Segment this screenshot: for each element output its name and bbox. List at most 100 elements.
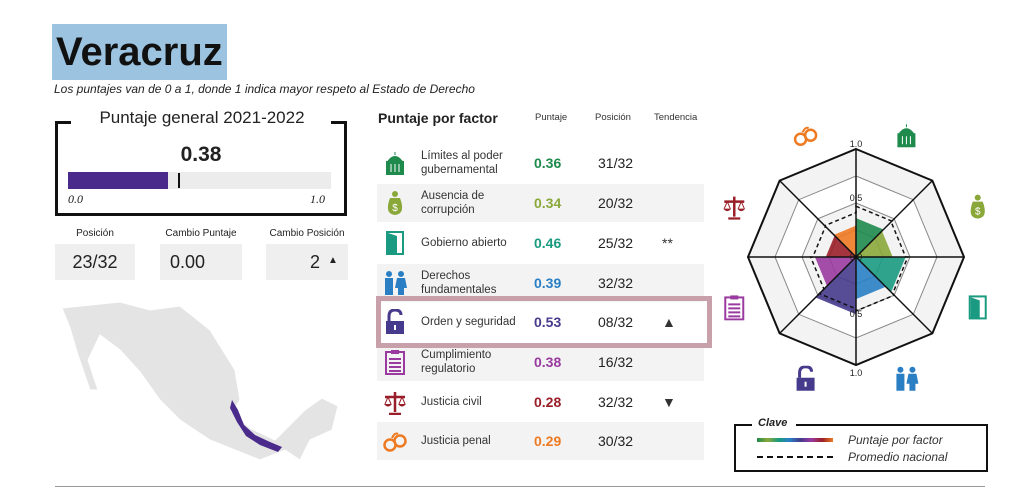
people-icon — [383, 270, 407, 296]
position-change-value: 2 — [266, 244, 348, 280]
factor-score: 0.36 — [534, 155, 562, 171]
tick-label-1: 1.0 — [850, 368, 863, 378]
factor-score: 0.34 — [534, 195, 562, 211]
radar-wedge — [856, 231, 893, 257]
factor-row: Gobierno abierto 0.46 25/32 ** — [377, 224, 704, 262]
radar-wedge — [825, 235, 856, 257]
state-title: Veracruz — [52, 24, 227, 80]
veracruz-shape — [230, 400, 282, 452]
scales-icon — [383, 389, 407, 416]
legend-factor: Puntaje por factor — [848, 433, 943, 447]
col-trend: Tendencia — [654, 112, 698, 123]
radar-chart: 0.0 0.5 0.5 1.0 1.0 $ — [723, 124, 987, 391]
factor-position: 31/32 — [598, 155, 634, 171]
factor-name: Límites al poder gubernamental — [421, 150, 503, 176]
divider — [55, 486, 985, 487]
capitol-icon — [383, 150, 407, 176]
handcuffs-icon — [383, 428, 407, 454]
highlight-box — [376, 296, 712, 348]
position-value: 23/32 — [55, 244, 135, 280]
max-label: 1.0 — [310, 192, 325, 206]
legend-box — [734, 424, 988, 472]
factor-trend: ** — [662, 235, 673, 251]
legend-title: Clave — [754, 417, 792, 429]
factor-score: 0.38 — [534, 354, 562, 370]
mexico-map — [61, 301, 339, 461]
legend-swatch-national — [757, 456, 833, 458]
clipboard-icon — [724, 295, 745, 321]
factor-score: 0.46 — [534, 235, 562, 251]
door-icon — [383, 230, 407, 256]
subtitle: Los puntajes van de 0 a 1, donde 1 indic… — [54, 82, 475, 96]
factor-position: 08/32 — [598, 314, 634, 330]
factor-score: 0.53 — [534, 314, 562, 330]
factor-row: Orden y seguridad 0.53 08/32 ▲ — [377, 303, 704, 341]
clipboard-icon — [383, 349, 407, 375]
factor-name: Justicia penal — [421, 435, 491, 447]
box-border — [55, 121, 71, 124]
svg-text:$: $ — [392, 203, 398, 214]
col-score: Puntaje — [535, 112, 568, 123]
people-icon — [896, 366, 919, 391]
door-icon — [968, 295, 987, 320]
factor-position: 25/32 — [598, 235, 634, 251]
factor-score: 0.39 — [534, 275, 562, 291]
factor-name: Ausencia de corrupción — [421, 190, 485, 216]
position-change-label: Cambio Posición — [269, 228, 345, 239]
radar-axis — [855, 180, 933, 258]
scales-icon — [723, 196, 746, 220]
general-score-title: Puntaje general 2021-2022 — [80, 108, 324, 128]
national-average-line — [809, 205, 909, 313]
tick-label-05: 0.5 — [850, 309, 863, 319]
factor-row: $ Ausencia de corrupción 0.34 20/32 — [377, 184, 704, 222]
factor-row: Cumplimiento regulatorio 0.38 16/32 — [377, 343, 704, 381]
radar-axis — [779, 256, 857, 334]
up-arrow-icon: ▲ — [328, 255, 338, 266]
legend-swatch-factor — [757, 438, 833, 442]
handcuffs-icon — [793, 126, 818, 147]
min-label: 0.0 — [68, 192, 83, 206]
factor-name: Justicia civil — [421, 396, 482, 408]
radar-axis — [779, 180, 857, 258]
radar-wedge — [856, 218, 884, 257]
factor-name: Gobierno abierto — [421, 237, 507, 249]
factor-position: 20/32 — [598, 195, 634, 211]
factor-position: 16/32 — [598, 354, 634, 370]
factor-name: Derechos fundamentales — [421, 270, 497, 296]
position-label: Posición — [76, 228, 114, 239]
col-position: Posición — [595, 112, 631, 123]
mexico-shape — [61, 301, 339, 461]
factor-row: Justicia civil 0.28 32/32 ▼ — [377, 383, 704, 421]
radar-wedge — [815, 257, 856, 315]
padlock-icon — [383, 308, 407, 335]
factor-position: 32/32 — [598, 275, 634, 291]
svg-text:$: $ — [975, 207, 981, 218]
general-score-value: 0.38 — [180, 143, 222, 166]
money-bag-icon: $ — [383, 190, 407, 216]
general-score-fill — [68, 172, 168, 189]
factors-title: Puntaje por factor — [378, 110, 498, 126]
legend-national: Promedio nacional — [848, 450, 948, 464]
radar-wedge — [833, 225, 856, 257]
factor-position: 30/32 — [598, 433, 634, 449]
box-border — [331, 121, 347, 124]
general-score-box — [55, 121, 347, 216]
capitol-icon — [897, 124, 916, 148]
factor-trend: ▲ — [662, 314, 676, 330]
box-border — [796, 424, 988, 426]
factor-score: 0.29 — [534, 433, 562, 449]
score-change-label: Cambio Puntaje — [165, 228, 237, 239]
money-bag-icon: $ — [970, 194, 985, 219]
factor-row: Justicia penal 0.29 30/32 — [377, 422, 704, 460]
radar-wedge — [856, 257, 886, 300]
radar-wedge — [856, 257, 906, 293]
factor-score: 0.28 — [534, 394, 562, 410]
general-score-bar — [68, 172, 331, 189]
tick-label-05: 0.5 — [850, 193, 863, 203]
box-border — [734, 424, 752, 426]
national-marker — [178, 173, 181, 188]
tick-label-0: 0.0 — [850, 252, 863, 262]
factor-name: Orden y seguridad — [421, 316, 516, 328]
radar-wedge — [814, 257, 856, 287]
factor-row: Derechos fundamentales 0.39 32/32 — [377, 264, 704, 302]
